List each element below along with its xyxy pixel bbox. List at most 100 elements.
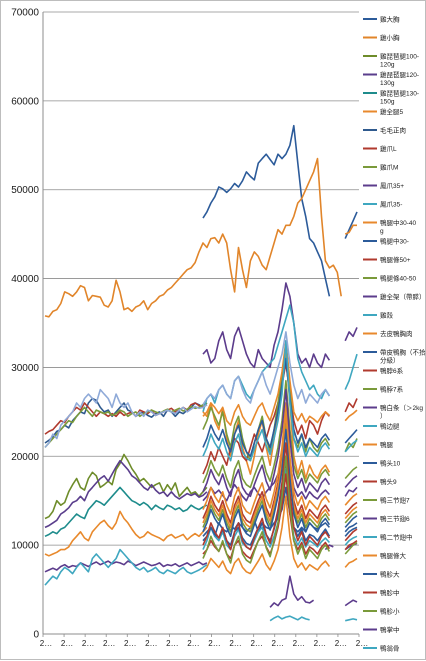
y-tick-label: 60000 bbox=[11, 96, 39, 107]
series-5 bbox=[45, 511, 207, 555]
legend-label: 鴨翁骨 bbox=[380, 644, 400, 653]
legend-label-line: 雞琵琶腿100- bbox=[380, 52, 419, 61]
x-tick-label: 2… bbox=[250, 639, 262, 648]
legend-label-line: 鴨腿中30-40 bbox=[380, 218, 417, 227]
legend-label: 鴨掌中 bbox=[380, 625, 400, 634]
series-line bbox=[203, 363, 329, 474]
legend-label: 鴨三节翅7 bbox=[380, 496, 410, 505]
series-line bbox=[345, 354, 357, 390]
x-tick-label: 2… bbox=[61, 639, 73, 648]
series-line bbox=[203, 403, 329, 514]
series-33 bbox=[270, 576, 357, 607]
series-line bbox=[45, 511, 207, 555]
legend-label: 鴨边腿 bbox=[380, 422, 400, 431]
series-line bbox=[203, 341, 329, 461]
x-tick-label: 2… bbox=[335, 639, 347, 648]
y-tick-label: 50000 bbox=[11, 185, 39, 196]
legend-label-line: 130g bbox=[380, 80, 395, 87]
legend-label: 去皮鴨胸肉 bbox=[380, 329, 413, 338]
y-tick-label: 70000 bbox=[11, 8, 39, 19]
x-tick-label: 2… bbox=[40, 639, 52, 648]
legend-label: 鴨腿條50+ bbox=[380, 255, 411, 264]
series-line bbox=[345, 559, 357, 568]
legend-label-line: 分級） bbox=[380, 356, 400, 365]
x-tick-label: 2… bbox=[82, 639, 94, 648]
legend-label: 鴨头10 bbox=[380, 459, 401, 468]
legend-label-line: 雞琵琶腿130- bbox=[380, 89, 419, 98]
series-line bbox=[45, 159, 341, 317]
x-tick-label: 2… bbox=[293, 639, 305, 648]
legend-label: 鴨头9 bbox=[380, 477, 397, 486]
series-line bbox=[270, 616, 310, 621]
x-tick-label: 2… bbox=[103, 639, 115, 648]
legend-label: 鴨腿條40-50 bbox=[380, 274, 417, 283]
legend-label: 雞琵琶腿130-150g bbox=[380, 89, 419, 106]
x-axis: 2…2…2…2…2…2…2…2…2…2…2…2…2…2…2…2… bbox=[40, 634, 368, 648]
x-tick-label: 2… bbox=[124, 639, 136, 648]
legend-label: 鴨脖7系 bbox=[380, 385, 404, 394]
legend-label: 鳳爪35+ bbox=[380, 182, 404, 190]
legend-label: 雞大胸 bbox=[380, 15, 400, 24]
series-9 bbox=[203, 283, 357, 367]
legend-label: 毛毛正肉 bbox=[380, 126, 406, 135]
legend-label: 鴨三节翅6 bbox=[380, 514, 410, 523]
series-line bbox=[203, 126, 329, 297]
x-tick-label: 2… bbox=[229, 639, 241, 648]
legend-label: 雞小胸 bbox=[380, 33, 400, 42]
series-34 bbox=[270, 616, 357, 621]
series-line bbox=[270, 576, 314, 607]
legend-label-line: 150g bbox=[380, 99, 395, 106]
x-tick-label: 2… bbox=[166, 639, 178, 648]
legend-label: 雞殼 bbox=[380, 311, 394, 320]
legend-label: 鴨二节翅中 bbox=[380, 533, 413, 542]
series-line bbox=[345, 600, 357, 605]
legend-label: 鴨腿中30- bbox=[380, 237, 409, 246]
legend-label-line: 雞琵琶腿120- bbox=[380, 70, 419, 79]
x-tick-label: 2… bbox=[208, 639, 220, 648]
plot-area bbox=[45, 126, 357, 621]
series-line bbox=[345, 399, 357, 412]
series-line bbox=[45, 487, 207, 536]
series-0 bbox=[203, 126, 357, 297]
x-tick-label: 2… bbox=[187, 639, 199, 648]
legend-label-line: 120g bbox=[380, 62, 395, 69]
legend-label: 雞爪L bbox=[380, 144, 397, 153]
y-tick-label: 10000 bbox=[11, 541, 39, 552]
legend-label: 鴨脖6系 bbox=[380, 366, 404, 375]
x-tick-label: 2… bbox=[145, 639, 157, 648]
legend-label-line: g bbox=[380, 228, 384, 235]
series-2 bbox=[45, 455, 207, 519]
legend-label: 鴨腿 bbox=[380, 440, 394, 449]
series-line bbox=[345, 410, 357, 421]
y-tick-label: 0 bbox=[33, 630, 39, 641]
legend-label-line: 帶皮鴨胸（不拾不 bbox=[380, 348, 426, 357]
series-line bbox=[345, 327, 357, 340]
legend-label: 鳳爪35- bbox=[380, 201, 402, 209]
legend-label: 鴨腿條大 bbox=[380, 551, 407, 560]
legend-label-line: ） bbox=[380, 412, 387, 420]
legend-label: 鴨胗小 bbox=[380, 607, 400, 616]
legend-label: 帶皮鴨胸（不拾不分級） bbox=[380, 348, 426, 365]
series-line bbox=[345, 619, 357, 621]
x-tick-label: 2… bbox=[356, 639, 368, 648]
y-tick-label: 30000 bbox=[11, 363, 39, 374]
legend-label: 雞全腿5 bbox=[380, 107, 404, 116]
legend-label: 雞全架（帶膵） bbox=[380, 292, 426, 301]
legend-label: 鴨胗大 bbox=[380, 570, 400, 579]
series-line bbox=[203, 283, 329, 367]
x-tick-label: 2… bbox=[314, 639, 326, 648]
legend-label: 鴨白条（＞2kg） bbox=[380, 403, 423, 420]
legend-label: 雞爪M bbox=[380, 163, 398, 172]
series-4 bbox=[45, 487, 207, 536]
series-line bbox=[45, 390, 207, 448]
legend-label-line: 鴨白条（＞2kg bbox=[380, 403, 423, 412]
legend-label: 雞琵琶腿120-130g bbox=[380, 70, 419, 87]
grid-lines bbox=[43, 12, 359, 634]
legend-label: 雞琵琶腿100-120g bbox=[380, 52, 419, 69]
y-tick-label: 20000 bbox=[11, 452, 39, 463]
